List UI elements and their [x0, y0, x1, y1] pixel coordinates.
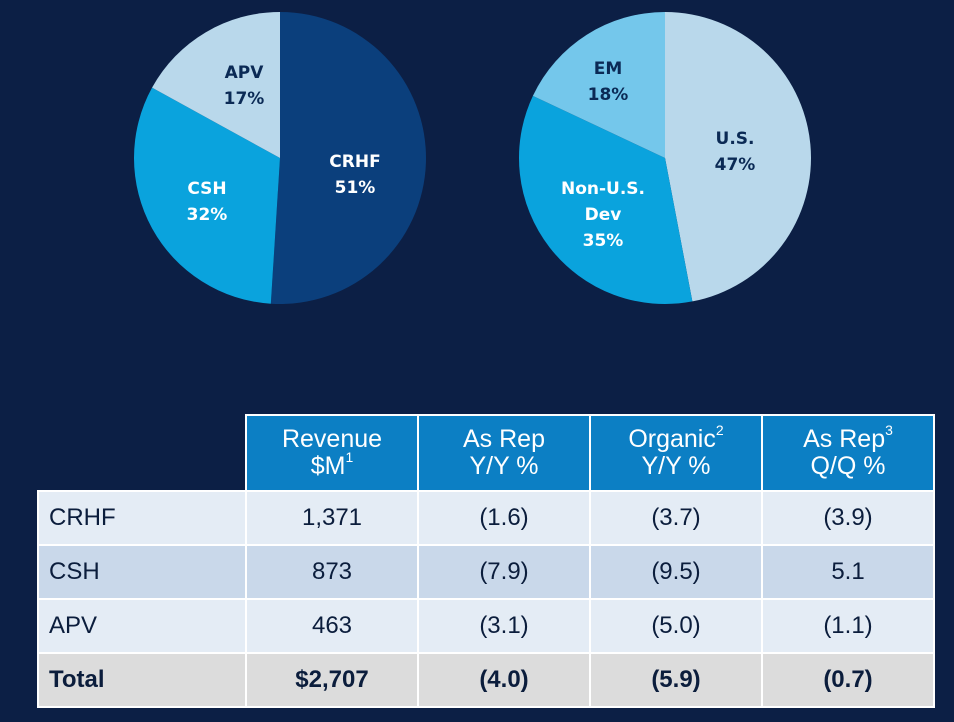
column-header-line1: Organic [628, 425, 716, 453]
column-header-line2: Y/Y % [641, 452, 711, 480]
footnote-marker: 1 [345, 449, 354, 465]
table-header-blank [38, 415, 246, 491]
cell-organic-yy: (5.9) [589, 652, 763, 708]
column-header-line2: Y/Y % [469, 452, 539, 480]
table-header-row: Revenue $M1 As Rep Y/Y % Organic2 Y/Y % … [38, 414, 935, 492]
cell-as-rep-yy: (4.0) [417, 652, 591, 708]
table-total-row: Total $2,707 (4.0) (5.9) (0.7) [37, 652, 935, 708]
slice-name-label: CRHF [329, 152, 380, 172]
slice-name-label: EM [594, 59, 623, 79]
slice-name-label: U.S. [716, 129, 755, 149]
slice-name-label: Non-U.S. [561, 179, 645, 199]
region-pie-chart: U.S. 47% Non-U.S. Dev 35% EM 18% [505, 0, 825, 330]
footnote-marker: 2 [715, 422, 724, 438]
slice-value-label: 35% [583, 231, 624, 251]
slice-value-label: 32% [187, 205, 228, 225]
cell-as-rep-qq: (0.7) [761, 652, 935, 708]
table-row: CSH 873 (7.9) (9.5) 5.1 [37, 544, 935, 600]
slice-name-label: Dev [585, 205, 622, 225]
cell-revenue: 1,371 [245, 490, 419, 546]
pie-slice-csh [133, 87, 280, 304]
cell-revenue: 873 [245, 544, 419, 600]
column-header-line2: Q/Q % [810, 452, 886, 480]
cell-as-rep-yy: (7.9) [417, 544, 591, 600]
slice-value-label: 18% [588, 85, 629, 105]
column-header-revenue: Revenue $M1 [245, 414, 419, 492]
slice-value-label: 17% [224, 89, 265, 109]
cell-as-rep-yy: (3.1) [417, 598, 591, 654]
column-header-line1: As Rep [463, 425, 545, 453]
table-row: APV 463 (3.1) (5.0) (1.1) [37, 598, 935, 654]
row-label: APV [37, 598, 247, 654]
segment-pie-chart: CRHF 51% CSH 32% APV 17% [120, 0, 440, 330]
slice-value-label: 51% [335, 178, 376, 198]
slice-value-label: 47% [715, 155, 756, 175]
cell-as-rep-yy: (1.6) [417, 490, 591, 546]
cell-organic-yy: (9.5) [589, 544, 763, 600]
pie-slice-em [532, 12, 665, 158]
row-label: CRHF [37, 490, 247, 546]
column-header-line2: $M [310, 452, 346, 480]
cell-as-rep-qq: 5.1 [761, 544, 935, 600]
pie-slice-crhf [270, 12, 427, 304]
cell-organic-yy: (5.0) [589, 598, 763, 654]
column-header-line1: Revenue [281, 425, 383, 453]
slice-name-label: APV [225, 63, 265, 83]
column-header-as-rep-qq: As Rep3 Q/Q % [761, 414, 935, 492]
pie-slice-apv [152, 12, 280, 158]
row-label: CSH [37, 544, 247, 600]
footnote-marker: 3 [885, 422, 893, 438]
column-header-as-rep-yy: As Rep Y/Y % [417, 414, 591, 492]
column-header-organic-yy: Organic2 Y/Y % [589, 414, 763, 492]
table-row: CRHF 1,371 (1.6) (3.7) (3.9) [37, 490, 935, 546]
pie-slice-u-s- [665, 12, 812, 302]
cell-as-rep-qq: (1.1) [761, 598, 935, 654]
cell-as-rep-qq: (3.9) [761, 490, 935, 546]
revenue-table: Revenue $M1 As Rep Y/Y % Organic2 Y/Y % … [37, 414, 935, 708]
cell-revenue: $2,707 [245, 652, 419, 708]
segment-pie-svg: CRHF 51% CSH 32% APV 17% [133, 12, 427, 304]
pie-slice-non-u-s-dev [519, 95, 693, 305]
row-label: Total [37, 652, 247, 708]
cell-organic-yy: (3.7) [589, 490, 763, 546]
slice-name-label: CSH [187, 179, 226, 199]
cell-revenue: 463 [245, 598, 419, 654]
region-pie-svg: U.S. 47% Non-U.S. Dev 35% EM 18% [519, 12, 812, 305]
column-header-line1: As Rep [803, 425, 886, 453]
